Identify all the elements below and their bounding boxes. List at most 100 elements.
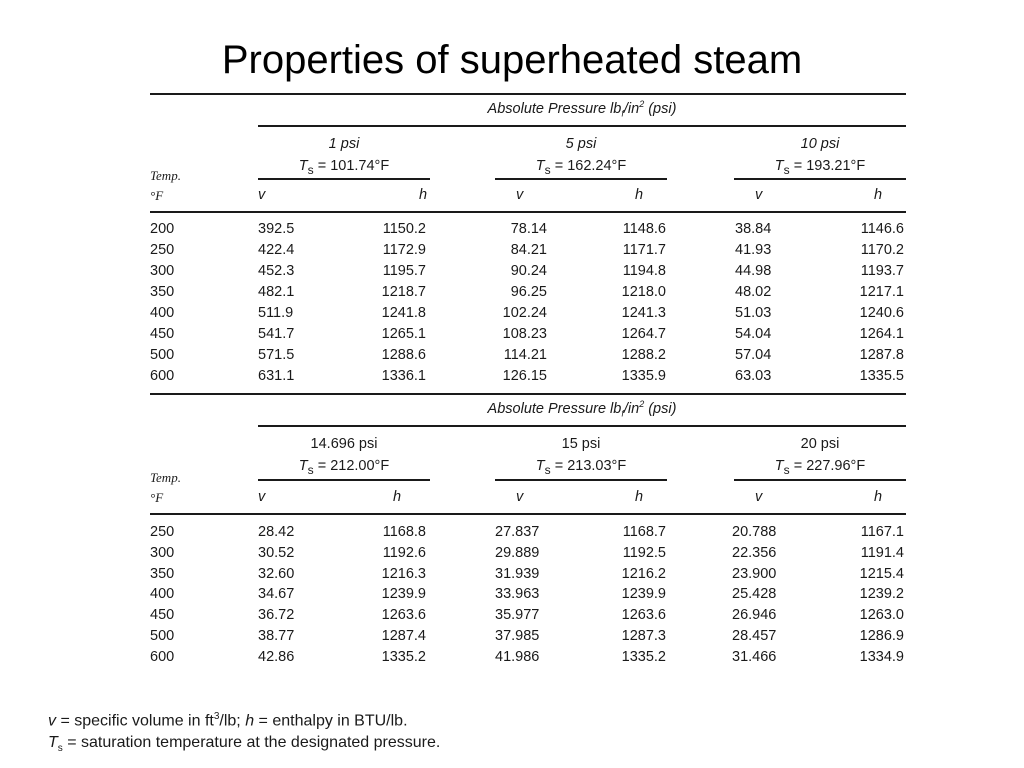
v-cell-1: 28.42 xyxy=(258,524,295,540)
v-cell-1: 541.7 xyxy=(258,326,295,342)
ts-value: = 101.74°F xyxy=(313,158,390,174)
v-cell-2: 78.14 xyxy=(510,221,547,237)
h-cell-2: 1192.5 xyxy=(622,544,666,561)
table-row: 350 32.60 1216.3 31.939 1216.2 23.900 1215.4 xyxy=(150,566,906,587)
v-cell-3: 54.04 xyxy=(735,326,772,342)
temp-cell: 350 xyxy=(150,284,175,300)
h-cell-1: 1263.6 xyxy=(381,607,426,624)
v-cell-1: 42.86 xyxy=(258,648,295,665)
v-cell-2: 41.986 xyxy=(495,648,540,665)
top-rule xyxy=(150,93,906,95)
v-cell-3: 63.03 xyxy=(735,368,772,384)
table-row: 600 631.1 1336.1 126.15 1335.9 63.03 1335.5 xyxy=(150,368,906,389)
temp-cell: 400 xyxy=(150,586,175,603)
temp-label: Temp. xyxy=(150,470,181,485)
table-row: 600 42.86 1335.2 41.986 1335.2 31.466 1334.9 xyxy=(150,649,906,670)
col-v-3: v xyxy=(755,187,763,203)
v-cell-1: 422.4 xyxy=(258,242,295,258)
temp-cell: 250 xyxy=(150,242,175,258)
h-cell-2: 1216.2 xyxy=(621,565,666,582)
h-cell-1: 1288.6 xyxy=(381,347,426,363)
v-cell-3: 48.02 xyxy=(735,284,772,300)
h-cell-3: 1170.2 xyxy=(860,242,904,258)
temp-label: Temp. xyxy=(150,168,181,183)
ts-symbol: T xyxy=(298,158,308,174)
header-rule xyxy=(258,425,906,427)
v-cell-3: 26.946 xyxy=(732,607,777,624)
temp-cell: 450 xyxy=(150,326,175,342)
h-cell-3: 1146.6 xyxy=(860,221,904,237)
col-v-1: v xyxy=(258,187,266,203)
temp-unit-label: °F xyxy=(150,490,164,505)
table-row: 450 541.7 1265.1 108.23 1264.7 54.04 1264.1 xyxy=(150,326,906,347)
v-cell-2: 96.25 xyxy=(510,284,547,300)
v-cell-1: 34.67 xyxy=(258,586,295,603)
pressure-label: 15 psi xyxy=(561,436,601,452)
ts-symbol: T xyxy=(298,458,308,474)
v-cell-2: 37.985 xyxy=(495,628,540,644)
temp-cell: 250 xyxy=(150,524,175,540)
h-cell-2: 1264.7 xyxy=(621,326,666,342)
header-rule xyxy=(258,125,906,127)
v-cell-2: 27.837 xyxy=(495,524,540,540)
v-cell-1: 571.5 xyxy=(258,347,295,363)
pressure-group-2: 5 psi Ts = 162.24°F xyxy=(535,136,627,177)
temp-cell: 450 xyxy=(150,607,175,624)
table-row: 350 482.1 1218.7 96.25 1218.0 48.02 1217.1 xyxy=(150,284,906,305)
col-h-1: h xyxy=(419,187,428,203)
v-cell-2: 29.889 xyxy=(495,544,540,561)
h-cell-1: 1335.2 xyxy=(381,648,426,665)
pressure-group-3: 10 psi Ts = 193.21°F xyxy=(774,136,866,177)
table-row: 300 452.3 1195.7 90.24 1194.8 44.98 1193.7 xyxy=(150,263,906,284)
col-h-2: h xyxy=(635,187,644,203)
v-cell-3: 44.98 xyxy=(735,263,772,279)
v-cell-3: 38.84 xyxy=(735,221,772,237)
table-row: 500 38.77 1287.4 37.985 1287.3 28.457 1286.9 xyxy=(150,628,906,649)
temp-cell: 400 xyxy=(150,305,175,321)
ts-value: = 162.24°F xyxy=(550,158,627,174)
slide-title: Properties of superheated steam xyxy=(221,38,803,82)
table-row: 400 34.67 1239.9 33.963 1239.9 25.428 1239.2 xyxy=(150,586,906,607)
table-row: 300 30.52 1192.6 29.889 1192.5 22.356 1191.4 xyxy=(150,545,906,566)
absolute-pressure-header: Absolute Pressure lbf/in2 (psi) xyxy=(487,399,677,419)
h-cell-1: 1287.4 xyxy=(381,628,426,644)
column-header-rule xyxy=(150,513,906,515)
h-cell-2: 1335.2 xyxy=(621,648,666,665)
ts-value: = 193.21°F xyxy=(789,158,866,174)
h-cell-3: 1167.1 xyxy=(860,524,904,540)
group-rule-3 xyxy=(734,479,906,481)
h-cell-2: 1239.9 xyxy=(621,586,666,603)
col-v-3: v xyxy=(755,489,763,505)
h-cell-1: 1216.3 xyxy=(381,565,426,582)
v-cell-1: 36.72 xyxy=(258,607,295,624)
pressure-label: 10 psi xyxy=(800,136,840,152)
table-row: 450 36.72 1263.6 35.977 1263.6 26.946 1263.0 xyxy=(150,607,906,628)
ts-symbol: T xyxy=(774,158,784,174)
h-cell-3: 1334.9 xyxy=(859,648,904,665)
h-cell-2: 1168.7 xyxy=(622,524,666,540)
col-h-1: h xyxy=(393,489,402,505)
h-cell-2: 1288.2 xyxy=(621,347,666,363)
h-cell-3: 1286.9 xyxy=(859,628,904,644)
pressure-label: 5 psi xyxy=(565,136,597,152)
h-cell-1: 1150.2 xyxy=(382,221,426,237)
h-cell-1: 1239.9 xyxy=(381,586,426,603)
temp-cell: 300 xyxy=(150,263,175,279)
v-cell-2: 33.963 xyxy=(495,586,540,603)
table-row: 400 511.9 1241.8 102.24 1241.3 51.03 1240.6 xyxy=(150,305,906,326)
pressure-group-1: 1 psi Ts = 101.74°F xyxy=(298,136,390,177)
absolute-pressure-header: Absolute Pressure lbf/in2 (psi) xyxy=(487,99,677,119)
temp-cell: 300 xyxy=(150,544,175,561)
h-cell-3: 1193.7 xyxy=(860,263,904,279)
h-cell-3: 1287.8 xyxy=(859,347,904,363)
ts-symbol: T xyxy=(774,458,784,474)
v-cell-2: 102.24 xyxy=(502,305,547,321)
v-cell-1: 392.5 xyxy=(258,221,295,237)
h-cell-3: 1240.6 xyxy=(859,305,904,321)
h-cell-2: 1194.8 xyxy=(622,263,666,279)
block-divider xyxy=(150,393,906,395)
table-block-1: Absolute Pressure lbf/in2 (psi) 1 psi Ts… xyxy=(150,93,906,395)
footnote-saturation-temperature: Ts = saturation temperature at the desig… xyxy=(48,734,441,755)
temp-cell: 350 xyxy=(150,565,175,582)
h-cell-2: 1241.3 xyxy=(621,305,666,321)
